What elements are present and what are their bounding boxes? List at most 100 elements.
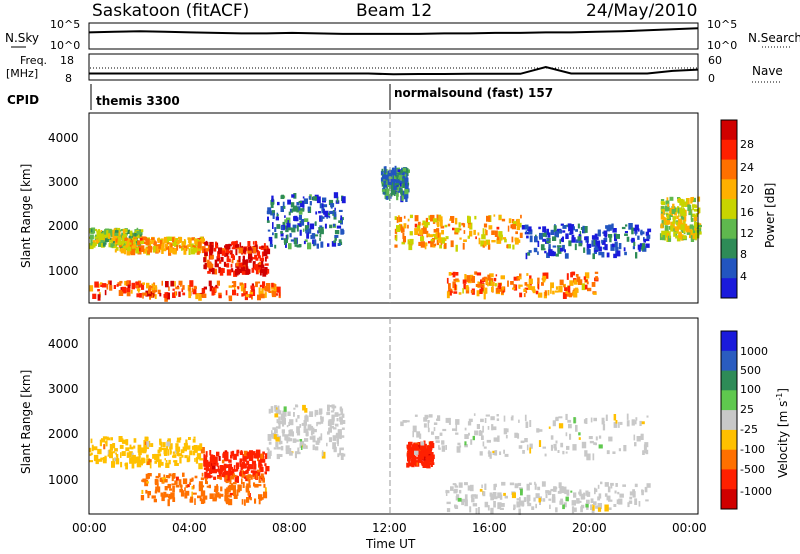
power-cell	[286, 223, 291, 229]
power-cell	[402, 182, 405, 188]
power-cell	[121, 232, 125, 236]
power-cell	[452, 227, 455, 231]
power-cell	[156, 246, 159, 253]
power-cell	[624, 231, 628, 234]
nsky-left-tick-top: 10^5	[50, 18, 80, 31]
power-cell	[226, 255, 230, 262]
power-cell	[501, 286, 504, 291]
power-cell	[381, 189, 386, 192]
velocity-cell	[276, 453, 280, 460]
velocity-cell	[199, 458, 204, 461]
power-cell	[400, 184, 404, 189]
power-cell	[129, 230, 133, 237]
power-cell	[682, 235, 687, 240]
power-cell	[292, 205, 297, 212]
velocity-cell	[141, 479, 143, 482]
velocity-cell	[102, 457, 107, 464]
power-cell	[100, 282, 103, 285]
power-cell	[154, 241, 157, 246]
velocity-cell	[441, 440, 445, 445]
velocity-cell	[280, 440, 283, 445]
velocity-cell	[623, 445, 627, 452]
power-cell	[473, 229, 476, 235]
velocity-colorbar-swatch	[721, 390, 737, 411]
power-cell	[215, 241, 217, 249]
power-cell	[174, 291, 177, 296]
velocity-ylabel: Slant Range [km]	[19, 370, 33, 474]
power-cell	[236, 293, 239, 296]
velocity-cell	[570, 490, 573, 493]
velocity-cell	[604, 493, 608, 497]
velocity-cell	[480, 418, 484, 423]
velocity-cell	[504, 495, 508, 499]
velocity-cell	[483, 446, 487, 449]
power-cell	[224, 253, 229, 257]
power-cell	[383, 180, 387, 184]
power-cell	[515, 231, 518, 235]
power-cell	[575, 287, 579, 290]
power-cell	[234, 286, 236, 293]
velocity-cell	[335, 433, 340, 439]
velocity-cell	[214, 493, 218, 500]
power-cell	[498, 231, 503, 236]
velocity-cell	[425, 452, 429, 456]
power-cell	[409, 231, 413, 236]
power-cell	[525, 290, 528, 294]
power-cell	[565, 291, 569, 294]
power-cell	[251, 267, 255, 273]
velocity-cell	[197, 445, 202, 451]
power-cell	[692, 204, 694, 211]
velocity-cell	[200, 477, 205, 481]
power-cell	[693, 208, 698, 212]
power-cell	[333, 240, 336, 243]
velocity-cell	[278, 438, 282, 445]
velocity-cell	[545, 493, 548, 499]
power-cell	[272, 222, 274, 229]
velocity-cell	[255, 449, 261, 456]
velocity-cell	[419, 433, 422, 439]
velocity-cell	[222, 471, 228, 477]
power-cell	[662, 217, 666, 220]
power-cell	[414, 223, 418, 228]
power-cell	[609, 235, 612, 243]
power-cell	[542, 279, 546, 283]
velocity-cell	[119, 444, 124, 449]
power-cell	[207, 271, 211, 274]
velocity-cell	[211, 463, 216, 470]
velocity-cell	[146, 476, 150, 479]
velocity-cell	[215, 456, 218, 464]
velocity-cell	[250, 474, 253, 480]
power-cell	[139, 237, 143, 241]
velocity-cell	[278, 423, 281, 429]
power-cell	[607, 234, 613, 238]
power-cell	[562, 244, 565, 252]
velocity-cell	[192, 484, 195, 489]
velocity-cell	[410, 459, 414, 464]
power-cell	[446, 291, 450, 299]
velocity-cell	[464, 494, 468, 501]
velocity-cell	[150, 443, 154, 447]
velocity-cell	[485, 414, 490, 417]
velocity-cell	[167, 499, 170, 507]
velocity-cell	[456, 494, 460, 500]
velocity-cell	[467, 421, 472, 426]
power-cell	[479, 283, 482, 288]
power-cell	[694, 234, 697, 241]
velocity-cell	[445, 417, 450, 423]
power-cell	[500, 275, 505, 280]
velocity-cell	[315, 446, 319, 451]
velocity-cell	[303, 420, 307, 426]
power-cell	[455, 272, 459, 276]
power-cell	[560, 237, 564, 242]
power-cell	[197, 241, 202, 249]
velocity-cell	[263, 483, 266, 488]
velocity-cell	[487, 505, 490, 511]
power-cell	[495, 274, 498, 277]
power-cell	[322, 216, 325, 219]
velocity-cell	[103, 444, 106, 450]
velocity-cell	[517, 482, 522, 486]
power-cell	[251, 290, 256, 296]
power-cell	[201, 246, 206, 250]
power-cell	[260, 293, 265, 299]
velocity-cell	[262, 477, 265, 483]
